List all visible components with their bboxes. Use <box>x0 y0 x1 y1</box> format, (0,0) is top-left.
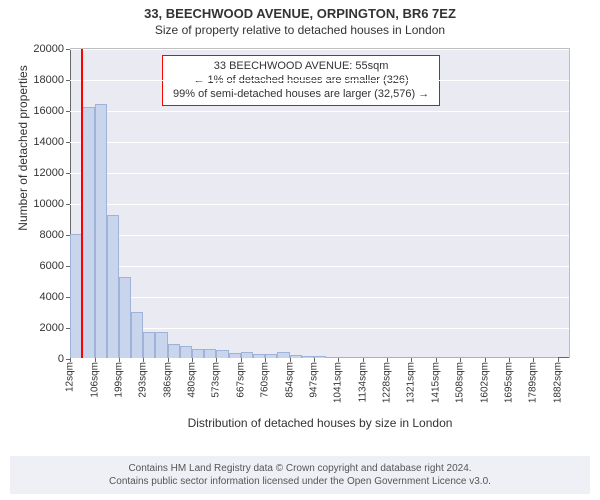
x-tick-label: 480sqm <box>187 358 198 398</box>
histogram-bar <box>155 332 167 358</box>
y-tick-label: 16000 <box>33 105 70 117</box>
x-tick-label: 573sqm <box>211 358 222 398</box>
y-tick-label: 12000 <box>33 167 70 179</box>
x-tick-label: 760sqm <box>260 358 271 398</box>
footer-line: Contains HM Land Registry data © Crown c… <box>14 462 586 475</box>
chart-subtitle: Size of property relative to detached ho… <box>0 23 600 41</box>
gridline <box>70 328 569 329</box>
gridline <box>70 297 569 298</box>
gridline <box>70 173 569 174</box>
y-tick-label: 8000 <box>40 229 70 241</box>
x-tick-label: 1602sqm <box>479 358 490 403</box>
y-tick-label: 10000 <box>33 198 70 210</box>
y-tick-label: 2000 <box>40 322 70 334</box>
annotation-line: 33 BEECHWOOD AVENUE: 55sqm <box>173 60 429 74</box>
y-tick-label: 6000 <box>40 260 70 272</box>
x-tick-label: 854sqm <box>284 358 295 398</box>
y-tick-label: 4000 <box>40 291 70 303</box>
x-tick-label: 386sqm <box>162 358 173 398</box>
gridline <box>70 266 569 267</box>
histogram-bar <box>192 349 204 358</box>
y-tick-label: 14000 <box>33 136 70 148</box>
property-marker-line <box>81 49 83 358</box>
gridline <box>70 142 569 143</box>
histogram-chart: 33, BEECHWOOD AVENUE, ORPINGTON, BR6 7EZ… <box>0 0 600 500</box>
x-tick-label: 1228sqm <box>382 358 393 403</box>
plot-area: 33 BEECHWOOD AVENUE: 55sqm← 1% of detach… <box>70 48 570 358</box>
annotation-line: ← 1% of detached houses are smaller (326… <box>173 74 429 88</box>
histogram-bar <box>143 332 155 358</box>
gridline <box>70 111 569 112</box>
x-axis-label: Distribution of detached houses by size … <box>70 416 570 430</box>
y-tick-label: 18000 <box>33 74 70 86</box>
x-tick-label: 1134sqm <box>357 358 368 402</box>
histogram-bar <box>131 312 143 359</box>
x-tick-label: 1508sqm <box>455 358 466 403</box>
x-tick-label: 1789sqm <box>528 358 539 403</box>
histogram-bar <box>180 346 192 358</box>
y-tick-label: 20000 <box>33 43 70 55</box>
histogram-bar <box>95 104 107 358</box>
histogram-bar <box>107 215 119 358</box>
x-tick-label: 667sqm <box>235 358 246 398</box>
gridline <box>70 49 569 50</box>
histogram-bar <box>204 349 216 358</box>
x-tick-label: 1321sqm <box>406 358 417 403</box>
x-tick-label: 1415sqm <box>430 358 441 403</box>
gridline <box>70 204 569 205</box>
histogram-bar <box>216 350 228 358</box>
x-tick-label: 12sqm <box>65 358 76 392</box>
chart-title: 33, BEECHWOOD AVENUE, ORPINGTON, BR6 7EZ <box>0 0 600 23</box>
footer-line: Contains public sector information licen… <box>14 475 586 488</box>
annotation-line: 99% of semi-detached houses are larger (… <box>173 88 429 102</box>
histogram-bar <box>82 107 94 358</box>
attribution-footer: Contains HM Land Registry data © Crown c… <box>10 456 590 494</box>
x-tick-label: 947sqm <box>308 358 319 398</box>
y-axis-label: Number of detached properties <box>16 0 30 303</box>
x-tick-label: 1882sqm <box>552 358 563 403</box>
x-tick-label: 293sqm <box>138 358 149 398</box>
x-tick-label: 106sqm <box>89 358 100 398</box>
x-tick-label: 1695sqm <box>503 358 514 403</box>
x-tick-label: 1041sqm <box>333 358 344 403</box>
x-tick-label: 199sqm <box>113 358 124 398</box>
gridline <box>70 235 569 236</box>
annotation-box: 33 BEECHWOOD AVENUE: 55sqm← 1% of detach… <box>162 55 440 106</box>
histogram-bar <box>119 277 131 358</box>
histogram-bar <box>168 344 180 358</box>
